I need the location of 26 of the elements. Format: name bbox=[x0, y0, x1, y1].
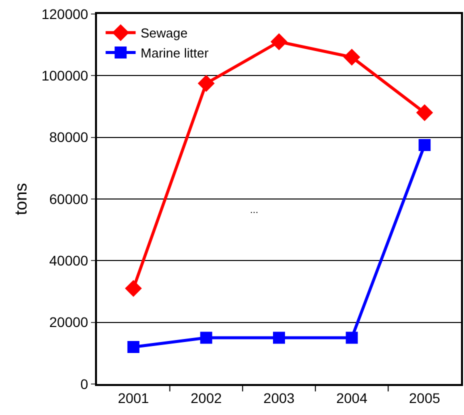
point bbox=[343, 48, 360, 66]
point bbox=[127, 341, 140, 353]
x-tick-label: 2004 bbox=[336, 390, 368, 406]
point bbox=[346, 332, 358, 344]
point bbox=[200, 332, 212, 344]
x-tick-label: 2005 bbox=[409, 390, 440, 406]
y-axis-title: tons bbox=[12, 182, 31, 216]
x-tick-label: 2001 bbox=[118, 390, 150, 406]
point bbox=[124, 280, 142, 297]
point bbox=[270, 33, 288, 50]
legend-label: Sewage bbox=[140, 26, 188, 41]
y-tick-label: 120000 bbox=[41, 6, 88, 22]
y-tick-label: 80000 bbox=[49, 129, 88, 146]
point bbox=[273, 332, 285, 344]
x-tick-label: 2003 bbox=[263, 390, 295, 406]
legend-label: Marine litter bbox=[140, 46, 210, 61]
annotation: ... bbox=[250, 205, 258, 216]
point bbox=[198, 74, 215, 92]
x-tick-label: 2002 bbox=[190, 390, 222, 406]
point bbox=[416, 104, 434, 122]
y-tick-label: 40000 bbox=[49, 252, 88, 269]
y-tick-label: 60000 bbox=[49, 190, 88, 207]
y-tick-label: 0 bbox=[80, 376, 88, 392]
point bbox=[418, 139, 431, 152]
y-tick-label: 20000 bbox=[49, 314, 88, 330]
y-tick-label: 100000 bbox=[41, 68, 88, 84]
